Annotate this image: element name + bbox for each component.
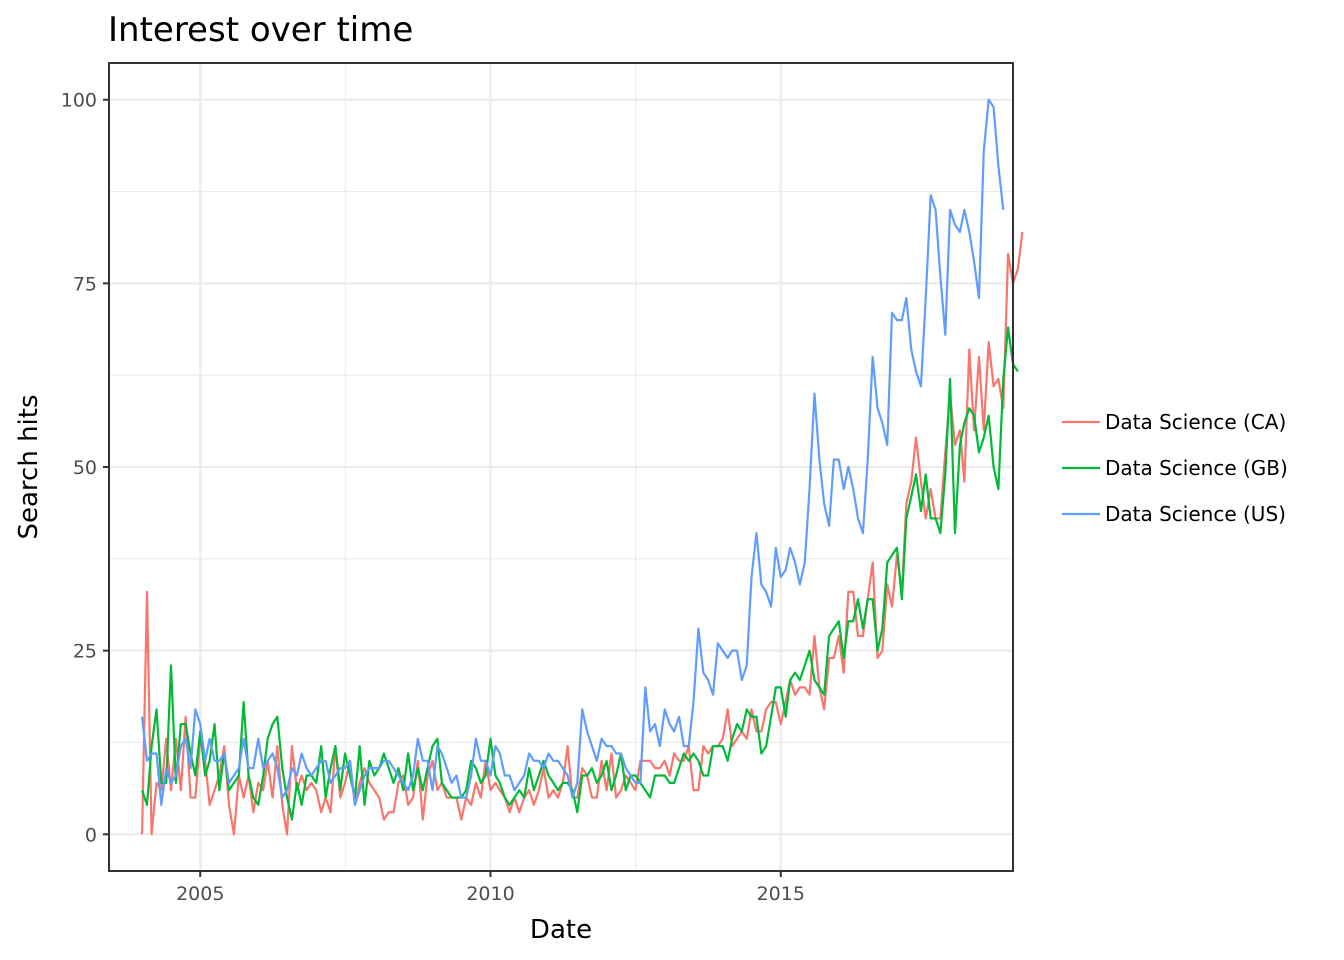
y-axis-title: Search hits bbox=[14, 394, 44, 539]
y-tick-label: 100 bbox=[61, 90, 97, 112]
chart-title: Interest over time bbox=[108, 10, 413, 50]
x-tick-label: 2010 bbox=[466, 883, 514, 905]
series-line bbox=[140, 98, 1005, 806]
legend-label: Data Science (GB) bbox=[1105, 456, 1288, 480]
x-tick-label: 2015 bbox=[757, 883, 805, 905]
y-tick-label: 75 bbox=[73, 273, 97, 295]
legend-item: Data Science (GB) bbox=[1062, 456, 1288, 480]
y-tick-label: 25 bbox=[73, 641, 97, 663]
legend-item: Data Science (US) bbox=[1062, 502, 1286, 526]
y-axis: 0 25 50 75 100 bbox=[61, 90, 109, 846]
plot-panel bbox=[108, 62, 1024, 872]
x-tick-label: 2005 bbox=[176, 883, 224, 905]
series-lines bbox=[140, 98, 1024, 836]
x-axis: 2005 2010 2015 bbox=[176, 871, 805, 905]
y-tick-label: 50 bbox=[73, 457, 97, 479]
y-tick-label: 0 bbox=[85, 824, 97, 846]
legend-item: Data Science (CA) bbox=[1062, 410, 1286, 434]
legend-label: Data Science (US) bbox=[1105, 502, 1286, 526]
x-axis-title: Date bbox=[530, 915, 592, 945]
legend-label: Data Science (CA) bbox=[1105, 410, 1286, 434]
gridlines bbox=[109, 63, 1013, 871]
series-line bbox=[141, 326, 1019, 821]
legend: Data Science (CA) Data Science (GB) Data S… bbox=[1062, 410, 1288, 526]
